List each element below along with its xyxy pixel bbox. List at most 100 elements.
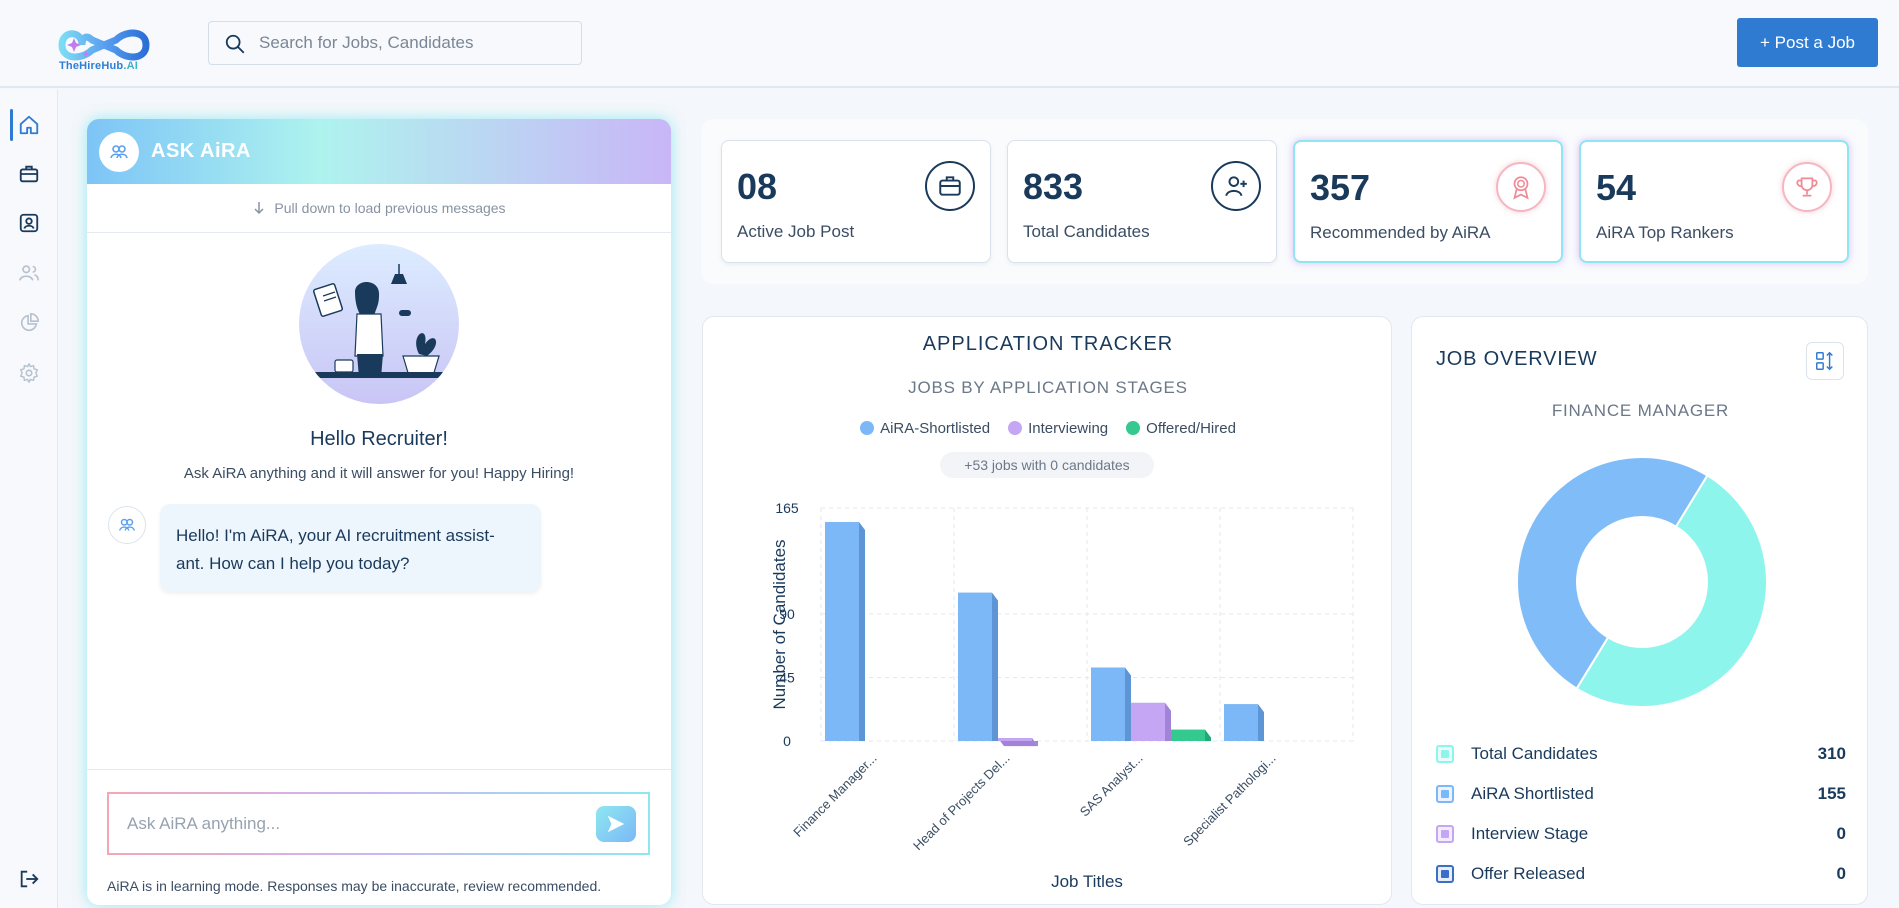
overview-row-value: 310 — [1817, 744, 1846, 763]
chat-subtitle: Ask AiRA anything and it will answer for… — [183, 465, 575, 482]
stat-value: 54 — [1596, 167, 1637, 208]
stat-card-top-rankers[interactable]: 54 AiRA Top Rankers — [1579, 140, 1849, 263]
stat-label: Recommended by AiRA — [1310, 223, 1491, 242]
donut-slice[interactable] — [1575, 474, 1768, 708]
recruiter-illustration — [299, 244, 459, 404]
sort-button[interactable] — [1806, 342, 1844, 380]
search-box[interactable] — [208, 21, 582, 65]
empty-jobs-note: +53 jobs with 0 candidates — [940, 452, 1154, 478]
aira-avatar — [99, 132, 139, 172]
stat-label: AiRA Top Rankers — [1596, 223, 1734, 242]
bar-side — [1125, 667, 1131, 741]
tracker-title: APPLICATION TRACKER — [922, 333, 1174, 355]
stats-row: 08 Active Job Post 833 Total Candidates … — [701, 119, 1868, 284]
bar — [958, 592, 992, 741]
legend-item[interactable]: AiRA-Shortlisted — [860, 420, 990, 437]
chat-greeting: Hello Recruiter! — [310, 428, 448, 450]
chat-header: ASK AiRA — [87, 119, 671, 184]
overview-row-label: AiRA Shortlisted — [1471, 784, 1594, 803]
search-input[interactable] — [259, 30, 569, 56]
post-job-button[interactable]: + Post a Job — [1737, 18, 1878, 67]
chat-disclaimer: AiRA is in learning mode. Responses may … — [107, 878, 602, 894]
overview-row-value: 155 — [1817, 784, 1846, 803]
job-overview: JOB OVERVIEW FINANCE MANAGER Total Candi… — [1411, 316, 1868, 905]
send-icon — [607, 815, 625, 833]
legend-label: Interviewing — [1028, 420, 1109, 437]
overview-title: JOB OVERVIEW — [1436, 348, 1598, 370]
legend-swatch — [1436, 745, 1454, 763]
stat-card-recommended[interactable]: 357 Recommended by AiRA — [1293, 140, 1563, 263]
x-axis-label: Job Titles — [1051, 872, 1123, 891]
sidebar-item-team[interactable] — [0, 253, 58, 293]
bot-avatar — [108, 506, 146, 544]
sidebar-item-home[interactable] — [0, 105, 58, 145]
overview-row-label: Offer Released — [1471, 864, 1586, 883]
aira-logo-icon — [118, 518, 136, 531]
sidebar-item-reports[interactable] — [0, 303, 58, 343]
top-header: TheHireHub.AI + Post a Job — [0, 0, 1899, 88]
users-icon — [19, 265, 39, 281]
briefcase-icon — [19, 165, 39, 183]
legend-dot — [1008, 421, 1023, 435]
y-tick-label: 45 — [779, 669, 795, 685]
legend-label: Offered/Hired — [1146, 420, 1236, 437]
brand-name: TheHireHub.AI — [59, 60, 138, 72]
legend-label: AiRA-Shortlisted — [880, 420, 991, 437]
bot-message: Hello! I'm AiRA, your AI recruitment ass… — [160, 504, 541, 592]
aira-logo-icon — [110, 145, 128, 159]
add-user-icon — [1211, 161, 1261, 211]
sidebar-item-candidates[interactable] — [0, 203, 58, 243]
sort-icon — [1816, 351, 1833, 371]
bar — [998, 738, 1032, 741]
overview-row-interview: Interview Stage 0 — [1436, 821, 1846, 847]
legend-swatch — [1436, 825, 1454, 843]
trophy-icon — [1782, 162, 1832, 212]
bar — [825, 522, 859, 741]
stat-card-total-candidates[interactable]: 833 Total Candidates — [1007, 140, 1277, 263]
bar-side — [1258, 704, 1264, 741]
legend-item[interactable]: Interviewing — [1008, 420, 1108, 437]
bar-side — [1165, 702, 1171, 741]
chat-input[interactable] — [127, 812, 567, 836]
legend-swatch — [1436, 865, 1454, 883]
application-tracker: APPLICATION TRACKER JOBS BY APPLICATION … — [702, 316, 1392, 905]
bar — [1224, 704, 1258, 741]
legend-swatch — [1436, 785, 1454, 803]
sidebar-item-jobs[interactable] — [0, 154, 58, 194]
stat-value: 08 — [737, 166, 778, 207]
chat-input-area: AiRA is in learning mode. Responses may … — [87, 769, 671, 905]
x-tick-label: Head of Projects Del... — [910, 751, 1013, 854]
y-tick-label: 90 — [779, 606, 795, 622]
bar — [1131, 702, 1165, 741]
overview-row-shortlisted: AiRA Shortlisted 155 — [1436, 781, 1846, 807]
bar-side — [992, 592, 998, 741]
overview-row-value: 0 — [1836, 824, 1846, 843]
search-icon — [225, 34, 245, 54]
overview-donut-chart — [1516, 456, 1768, 708]
stat-label: Total Candidates — [1023, 222, 1150, 241]
sidebar-logout[interactable] — [0, 859, 58, 899]
stat-value: 833 — [1023, 166, 1084, 207]
x-tick-label: Finance Manager... — [790, 751, 879, 840]
send-button[interactable] — [596, 806, 636, 842]
overview-row-value: 0 — [1836, 864, 1846, 883]
overview-row-offer: Offer Released 0 — [1436, 861, 1846, 887]
chat-input-box[interactable] — [107, 792, 650, 855]
tracker-subtitle: JOBS BY APPLICATION STAGES — [908, 378, 1188, 397]
legend-dot — [860, 421, 875, 435]
bar-side — [859, 522, 865, 741]
gear-icon — [20, 363, 38, 383]
stat-card-active-jobs[interactable]: 08 Active Job Post — [721, 140, 991, 263]
brand-logo[interactable] — [58, 14, 150, 76]
pull-hint-text: Pull down to load previous messages — [274, 200, 506, 216]
legend-item[interactable]: Offered/Hired — [1126, 420, 1236, 437]
logout-icon — [20, 870, 39, 888]
donut-slice[interactable] — [1516, 456, 1709, 690]
stat-label: Active Job Post — [737, 222, 855, 241]
sidebar-item-settings[interactable] — [0, 353, 58, 393]
y-tick-label: 165 — [775, 500, 799, 516]
pull-hint[interactable]: Pull down to load previous messages — [87, 184, 671, 233]
stat-value: 357 — [1310, 167, 1371, 208]
y-axis-label: Number of Candidates — [770, 539, 789, 709]
x-tick-label: SAS Analyst... — [1077, 751, 1146, 820]
